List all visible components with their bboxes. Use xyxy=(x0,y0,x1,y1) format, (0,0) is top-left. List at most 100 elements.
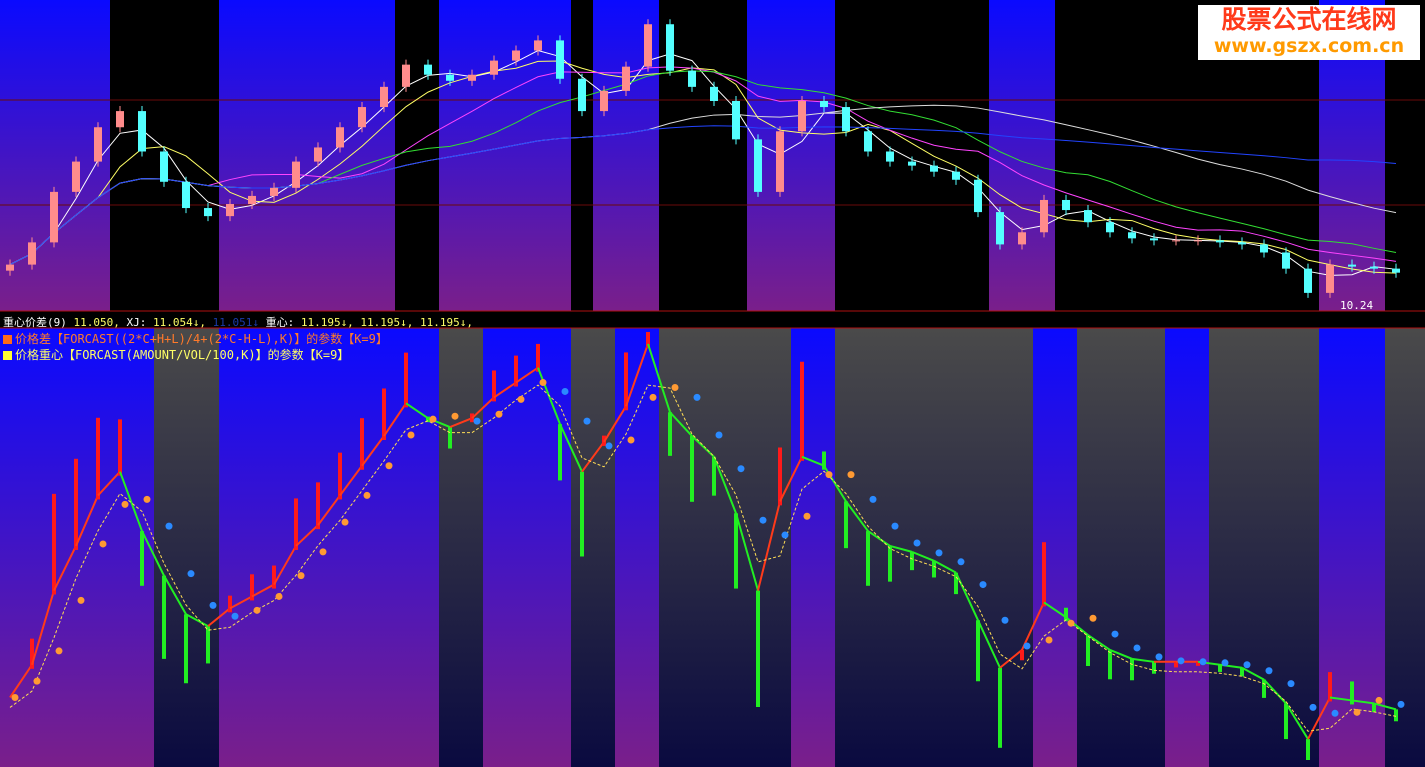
price-diff-line xyxy=(1087,634,1111,651)
falling-dot xyxy=(759,516,767,524)
price-diff-line xyxy=(383,402,407,437)
red-bar xyxy=(96,417,100,500)
falling-dot xyxy=(1265,667,1273,675)
candle-up xyxy=(94,127,102,162)
candle-down xyxy=(688,70,696,87)
green-bar xyxy=(162,575,166,659)
candle-down xyxy=(578,78,586,112)
price-diff-line xyxy=(207,607,231,627)
candle-up xyxy=(226,204,234,217)
candle-down xyxy=(204,208,212,217)
rising-dot xyxy=(363,491,371,499)
rising-dot xyxy=(319,548,327,556)
green-bar xyxy=(756,590,760,708)
legend-text: 价格重心【FORCAST(AMOUNT/VOL/100,K)】的参数【K=9】 xyxy=(15,348,350,362)
falling-dot xyxy=(693,393,701,401)
falling-dot xyxy=(935,549,943,557)
green-bar xyxy=(998,667,1002,748)
falling-dot xyxy=(473,417,481,425)
price-diff-line xyxy=(647,343,671,413)
falling-dot xyxy=(1309,703,1317,711)
green-bar xyxy=(1240,667,1244,677)
green-bar xyxy=(668,412,672,456)
candle-up xyxy=(402,64,410,87)
green-bar xyxy=(690,436,694,502)
red-bar xyxy=(338,452,342,500)
price-diff-line xyxy=(449,417,473,429)
green-bar xyxy=(580,471,584,557)
ma-line-30 xyxy=(9,104,1397,266)
candle-up xyxy=(358,107,366,128)
price-diff-line xyxy=(97,470,121,497)
candle-down xyxy=(1370,266,1378,269)
candle-down xyxy=(424,64,432,75)
rising-dot xyxy=(649,393,657,401)
rising-dot xyxy=(1045,636,1053,644)
orange-square-icon xyxy=(3,335,12,344)
candle-down xyxy=(1260,244,1268,253)
candle-down xyxy=(952,171,960,180)
rising-dot xyxy=(1375,696,1383,704)
falling-dot xyxy=(583,417,591,425)
green-bar xyxy=(558,424,562,481)
green-bar xyxy=(976,620,980,682)
candle-up xyxy=(644,24,652,67)
price-diff-line xyxy=(1043,601,1067,619)
candle-down xyxy=(1304,268,1312,293)
candle-down xyxy=(842,107,850,132)
candle-up xyxy=(798,100,806,132)
candle-down xyxy=(1348,264,1356,267)
upper-signal-bands xyxy=(0,0,1385,311)
price-diff-line xyxy=(229,595,253,610)
price-diff-line xyxy=(273,545,297,586)
price-diff-line xyxy=(757,501,781,591)
price-diff-line xyxy=(999,649,1023,669)
red-bar xyxy=(1020,649,1024,661)
signal-band xyxy=(483,328,571,767)
candle-down xyxy=(1216,240,1224,243)
rising-dot xyxy=(1089,614,1097,622)
price-diff-line xyxy=(735,512,759,591)
candle-down xyxy=(1084,210,1092,223)
price-diff-line xyxy=(581,441,605,473)
price-diff-line xyxy=(493,381,517,399)
price-diff-line xyxy=(9,664,33,699)
candle-up xyxy=(72,161,80,192)
rising-dot xyxy=(539,379,547,387)
price-diff-line xyxy=(1109,649,1133,660)
center-label: 重心: xyxy=(265,316,295,329)
green-bar xyxy=(1262,679,1266,698)
red-bar xyxy=(646,332,650,348)
green-bar xyxy=(844,501,848,549)
price-diff-line xyxy=(779,456,803,502)
candle-down xyxy=(820,100,828,108)
green-bar xyxy=(734,513,738,589)
green-bar xyxy=(822,451,826,470)
price-diff-line xyxy=(53,545,77,591)
yellow-square-icon xyxy=(3,351,12,360)
candle-up xyxy=(314,147,322,162)
green-bar xyxy=(1394,709,1398,722)
red-bar xyxy=(316,482,320,530)
candle-down xyxy=(710,86,718,101)
legend-price-diff: 价格差【FORCAST((2*C+H+L)/4+(2*C-H-L),K)】的参数… xyxy=(3,330,388,347)
price-diff-line xyxy=(1307,696,1331,740)
falling-dot xyxy=(165,522,173,530)
indicator-value: 11.050, xyxy=(73,316,120,329)
green-bar xyxy=(206,626,210,664)
signal-band xyxy=(615,328,659,767)
green-bar xyxy=(184,614,188,684)
falling-dot xyxy=(209,601,217,609)
price-diff-line xyxy=(911,550,935,562)
price-diff-line xyxy=(713,456,737,514)
candle-up xyxy=(1326,264,1334,293)
green-bar xyxy=(1086,635,1090,667)
rising-dot xyxy=(847,471,855,479)
rising-dot xyxy=(803,512,811,520)
price-diff-line xyxy=(361,435,385,467)
price-diff-line xyxy=(1373,702,1397,711)
price-diff-line xyxy=(801,455,825,467)
price-diff-line xyxy=(1241,666,1265,681)
red-bar xyxy=(536,343,540,372)
